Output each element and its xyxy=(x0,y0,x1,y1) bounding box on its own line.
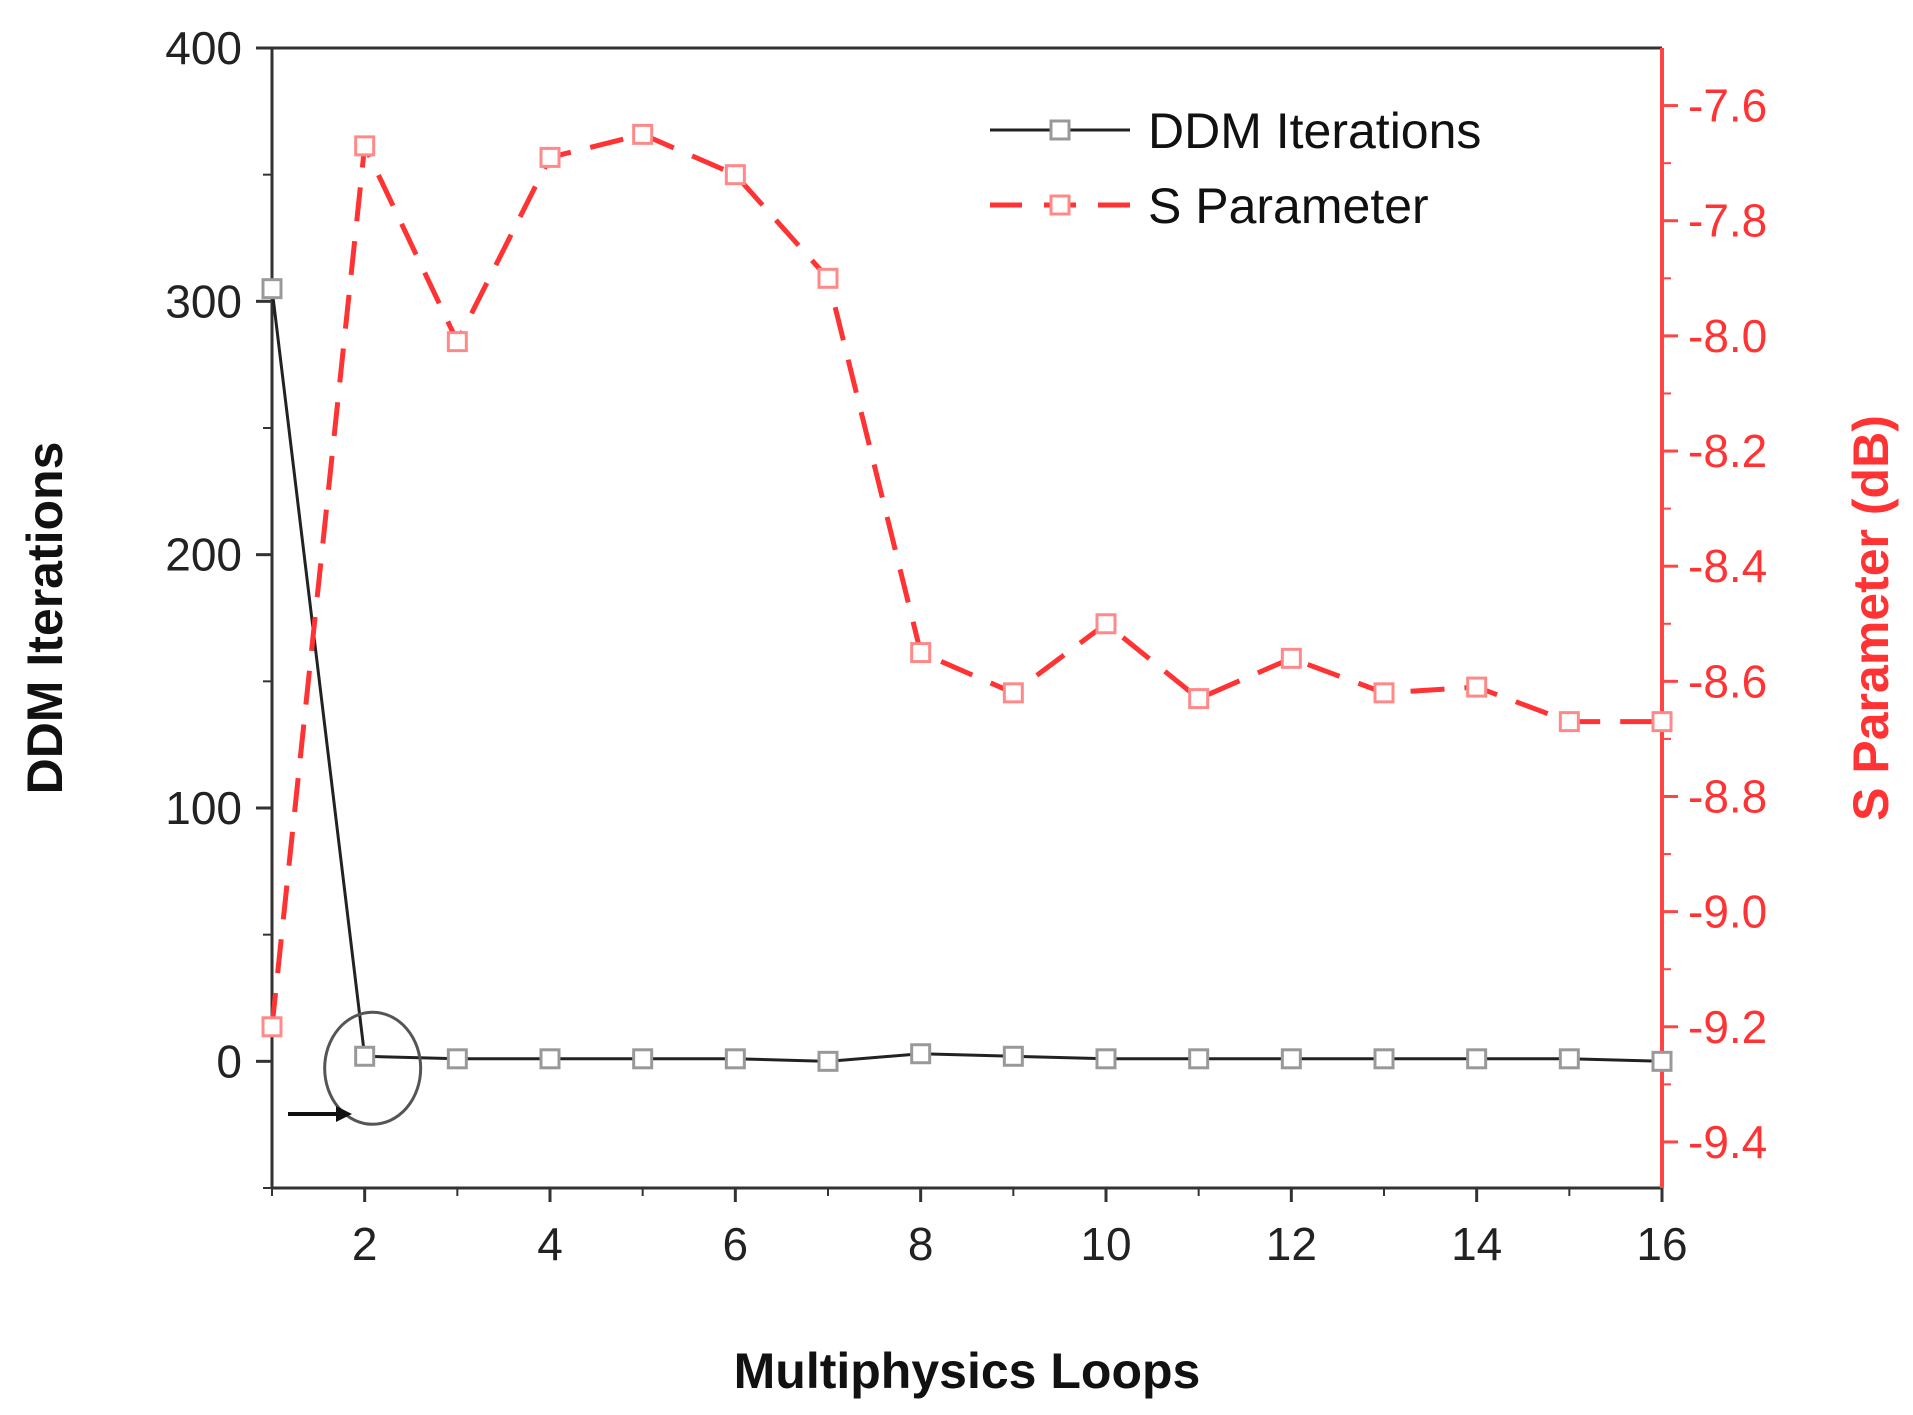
x-tick-label: 14 xyxy=(1451,1218,1502,1270)
data-point-ddm-iterations xyxy=(1002,1045,1024,1067)
data-point-s-parameter xyxy=(1095,613,1117,635)
data-point-s-parameter xyxy=(632,123,654,145)
y-right-tick-label: -7.6 xyxy=(1688,80,1767,132)
data-point-ddm-iterations xyxy=(1188,1048,1210,1070)
legend-entry-ddm-iterations: DDM Iterations xyxy=(1148,103,1481,159)
data-point-ddm-iterations xyxy=(1558,1048,1580,1070)
legend-swatch-marker xyxy=(1049,119,1071,141)
y-left-tick-label: 300 xyxy=(165,275,242,327)
data-point-ddm-iterations xyxy=(632,1048,654,1070)
data-point-s-parameter xyxy=(817,267,839,289)
data-point-ddm-iterations xyxy=(354,1045,376,1067)
y-right-tick-label: -9.0 xyxy=(1688,886,1767,938)
x-tick-label: 10 xyxy=(1080,1218,1131,1270)
data-point-ddm-iterations xyxy=(910,1043,932,1065)
annotation-arrow-head xyxy=(336,1106,352,1122)
x-tick-label: 4 xyxy=(537,1218,563,1270)
series-line-s-parameter xyxy=(269,131,1662,1028)
data-point-ddm-iterations xyxy=(1651,1050,1673,1072)
x-axis-title: Multiphysics Loops xyxy=(734,1343,1201,1399)
x-tick-label: 8 xyxy=(908,1218,934,1270)
data-point-ddm-iterations xyxy=(1466,1048,1488,1070)
data-point-ddm-iterations xyxy=(724,1048,746,1070)
x-tick-label: 12 xyxy=(1266,1218,1317,1270)
y-right-tick-label: -9.2 xyxy=(1688,1001,1767,1053)
data-point-s-parameter xyxy=(446,331,468,353)
data-point-ddm-iterations xyxy=(539,1048,561,1070)
data-point-s-parameter xyxy=(1466,676,1488,698)
x-tick-label: 6 xyxy=(723,1218,749,1270)
data-point-ddm-iterations xyxy=(817,1050,839,1072)
data-point-s-parameter xyxy=(724,164,746,186)
y-right-tick-label: -9.4 xyxy=(1688,1116,1767,1168)
y-left-tick-label: 0 xyxy=(216,1035,242,1087)
y-right-tick-label: -8.0 xyxy=(1688,310,1767,362)
data-point-s-parameter xyxy=(910,642,932,664)
y-right-tick-label: -8.4 xyxy=(1688,540,1767,592)
data-point-ddm-iterations xyxy=(1280,1048,1302,1070)
y-left-tick-label: 200 xyxy=(165,529,242,581)
y-left-tick-label: 100 xyxy=(165,782,242,834)
y-right-axis-title: S Parameter (dB) xyxy=(1843,415,1899,821)
legend-entry-s-parameter: S Parameter xyxy=(1148,178,1429,234)
y-right-tick-label: -7.8 xyxy=(1688,195,1767,247)
data-point-ddm-iterations xyxy=(1373,1048,1395,1070)
data-point-s-parameter xyxy=(354,135,376,157)
data-point-s-parameter xyxy=(539,146,561,168)
annotation-circle xyxy=(323,1010,423,1126)
y-right-tick-label: -8.6 xyxy=(1688,655,1767,707)
data-point-ddm-iterations xyxy=(261,278,283,300)
data-point-s-parameter xyxy=(261,1016,283,1038)
data-point-s-parameter xyxy=(1280,647,1302,669)
x-tick-label: 16 xyxy=(1636,1218,1687,1270)
legend-swatch-marker xyxy=(1049,194,1071,216)
data-point-s-parameter xyxy=(1558,711,1580,733)
data-point-s-parameter xyxy=(1651,711,1673,733)
y-right-tick-label: -8.8 xyxy=(1688,770,1767,822)
x-tick-label: 2 xyxy=(352,1218,378,1270)
series-line-ddm-iterations xyxy=(270,288,1663,1063)
data-point-ddm-iterations xyxy=(446,1048,468,1070)
data-point-s-parameter xyxy=(1002,682,1024,704)
y-left-tick-label: 400 xyxy=(165,22,242,74)
data-point-s-parameter xyxy=(1373,682,1395,704)
data-point-ddm-iterations xyxy=(1095,1048,1117,1070)
y-right-tick-label: -8.2 xyxy=(1688,425,1767,477)
data-point-s-parameter xyxy=(1188,688,1210,710)
y-left-axis-title: DDM Iterations xyxy=(17,442,73,795)
